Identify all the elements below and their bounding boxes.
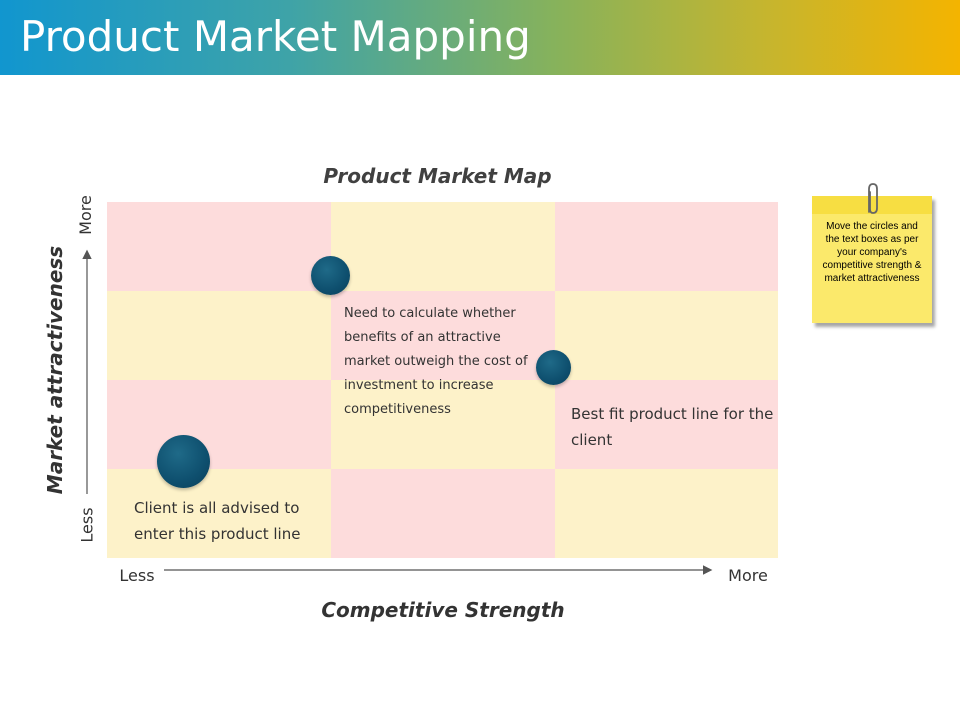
- grid-cell-r3-c3: [555, 380, 778, 469]
- note-middle[interactable]: Need to calculate whether benefits of an…: [344, 306, 528, 417]
- grid-cell-r3-c1: [107, 380, 331, 469]
- grid-cell-r2-c1: [107, 291, 331, 380]
- product-bubble-large[interactable]: [157, 435, 210, 488]
- map-title: Product Market Map: [323, 164, 552, 188]
- y-axis-label: Market attractiveness: [43, 245, 67, 495]
- sticky-note-text: Move the circles and the text boxes as p…: [822, 221, 922, 284]
- sticky-note-band: [812, 196, 932, 214]
- product-bubble-top[interactable]: [311, 256, 350, 295]
- y-axis-low-label: Less: [77, 507, 97, 543]
- sticky-note: Move the circles and the text boxes as p…: [812, 196, 932, 323]
- product-bubble-middle[interactable]: [536, 350, 571, 385]
- grid-cell-r4-c2: [331, 469, 555, 558]
- note-right[interactable]: Best fit product line for the client: [571, 405, 774, 449]
- grid-cell-r1-c3: [555, 202, 778, 291]
- map-grid: [107, 202, 778, 558]
- x-axis-label: Competitive Strength: [321, 598, 565, 622]
- grid-cell-r4-c1: [107, 469, 331, 558]
- grid-cell-r3-c2: [331, 380, 555, 469]
- grid-cell-r1-c2: [331, 202, 555, 291]
- x-axis-low-label: Less: [119, 566, 155, 585]
- y-axis-high-label: More: [76, 195, 95, 235]
- note-left[interactable]: Client is all advised to enter this prod…: [134, 499, 301, 543]
- grid-cell-r4-c3: [555, 469, 778, 558]
- grid-cell-r2-c2: [331, 291, 555, 380]
- x-axis-high-label: More: [728, 566, 768, 585]
- paperclip-icon: [868, 183, 878, 214]
- grid-cell-r1-c1: [107, 202, 331, 291]
- grid-cell-r2-c3: [555, 291, 778, 380]
- page-title: Product Market Mapping: [20, 12, 531, 61]
- title-bar: Product Market Mapping: [0, 0, 960, 75]
